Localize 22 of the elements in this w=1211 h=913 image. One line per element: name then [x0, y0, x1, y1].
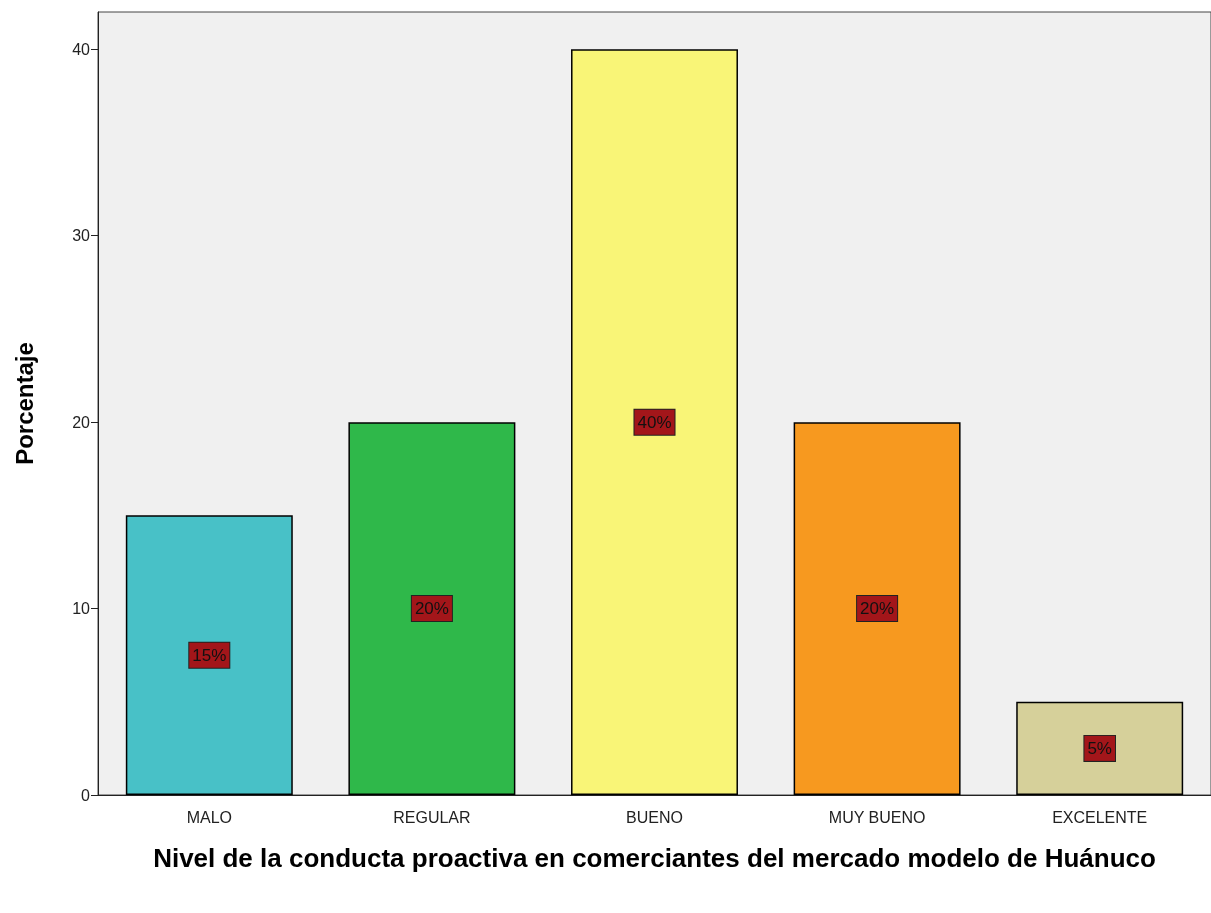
data-label: 5% [1087, 738, 1112, 758]
y-tick-label: 40 [72, 40, 91, 58]
bar [571, 49, 738, 795]
y-tick-label: 30 [72, 227, 91, 245]
data-label: 40% [637, 412, 672, 432]
x-axis-title: Nivel de la conducta proactiva en comerciantes del mercado modelo de Huánuco [153, 843, 1156, 873]
y-tick-label: 10 [72, 600, 91, 618]
data-label: 20% [860, 599, 895, 619]
x-tick-label: MUY BUENO [828, 808, 926, 826]
bar [125, 515, 293, 795]
bar [1016, 701, 1184, 795]
data-label: 20% [414, 599, 449, 619]
data-label: 15% [192, 645, 227, 665]
x-tick-label: BUENO [626, 808, 683, 826]
bar [348, 422, 516, 795]
bar [793, 422, 961, 795]
x-tick-label: EXCELENTE [1052, 808, 1148, 826]
y-tick-label: 0 [81, 786, 91, 804]
x-tick-label: REGULAR [393, 808, 471, 826]
y-axis-title: Porcentaje [10, 342, 38, 465]
y-tick-label: 20 [72, 413, 91, 431]
x-tick-label: MALO [186, 808, 232, 826]
